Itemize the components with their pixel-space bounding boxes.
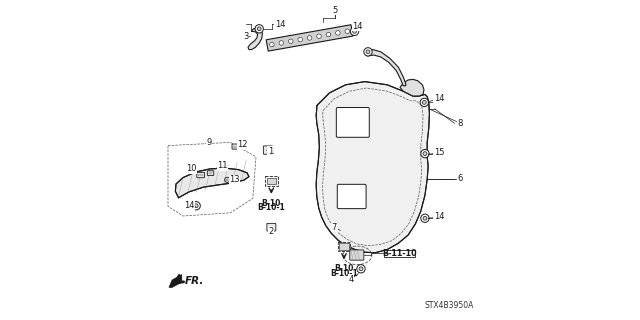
Text: 11: 11	[217, 161, 228, 170]
Text: B-11-10: B-11-10	[382, 249, 417, 258]
Polygon shape	[316, 82, 429, 253]
Circle shape	[192, 202, 200, 210]
Polygon shape	[248, 28, 262, 50]
Bar	[384, 250, 415, 257]
Text: 9: 9	[206, 138, 212, 147]
FancyBboxPatch shape	[349, 250, 364, 260]
Circle shape	[366, 50, 370, 54]
Circle shape	[364, 48, 372, 56]
Text: 15: 15	[434, 148, 444, 157]
Circle shape	[307, 36, 312, 40]
FancyBboxPatch shape	[232, 144, 239, 149]
Text: 4: 4	[349, 275, 354, 284]
Circle shape	[257, 27, 261, 31]
FancyBboxPatch shape	[267, 223, 276, 231]
Text: 14: 14	[434, 212, 444, 221]
Circle shape	[353, 29, 356, 33]
Circle shape	[423, 216, 427, 220]
Polygon shape	[266, 25, 353, 51]
Text: 14: 14	[184, 201, 195, 210]
Text: STX4B3950A: STX4B3950A	[424, 301, 474, 310]
Text: B-10: B-10	[262, 199, 281, 208]
Text: 7: 7	[332, 223, 337, 232]
Circle shape	[289, 39, 293, 44]
Polygon shape	[175, 168, 249, 198]
Polygon shape	[400, 79, 424, 96]
Circle shape	[195, 204, 198, 208]
Text: 10: 10	[186, 164, 196, 173]
Circle shape	[225, 177, 230, 182]
Circle shape	[269, 42, 274, 47]
Text: B-10: B-10	[334, 264, 354, 273]
Circle shape	[421, 214, 429, 222]
Text: FR.: FR.	[185, 276, 204, 286]
Circle shape	[255, 25, 264, 33]
FancyBboxPatch shape	[197, 172, 205, 178]
Circle shape	[279, 41, 284, 45]
Circle shape	[421, 149, 429, 158]
Text: 6: 6	[458, 174, 463, 183]
FancyBboxPatch shape	[207, 171, 214, 176]
Bar	[265, 176, 278, 186]
Text: 12: 12	[237, 140, 248, 149]
Circle shape	[298, 37, 303, 42]
Text: 2: 2	[268, 227, 274, 236]
Text: 14: 14	[353, 22, 363, 31]
Circle shape	[420, 98, 429, 107]
Circle shape	[317, 34, 321, 38]
Text: B-10-1: B-10-1	[330, 269, 358, 278]
FancyBboxPatch shape	[337, 184, 366, 209]
Text: 8: 8	[458, 119, 463, 128]
Text: 3: 3	[243, 32, 248, 41]
Circle shape	[335, 31, 340, 35]
Text: 14: 14	[434, 94, 444, 103]
Text: 14: 14	[275, 20, 285, 29]
Text: 5: 5	[333, 6, 338, 15]
Circle shape	[345, 29, 349, 34]
FancyBboxPatch shape	[337, 108, 369, 137]
Circle shape	[326, 32, 331, 37]
Bar	[267, 178, 276, 184]
Circle shape	[351, 27, 359, 36]
Polygon shape	[169, 275, 182, 287]
Polygon shape	[365, 50, 406, 86]
Bar	[338, 242, 351, 251]
Circle shape	[423, 152, 427, 156]
Circle shape	[357, 265, 365, 273]
FancyBboxPatch shape	[264, 146, 273, 154]
Circle shape	[422, 100, 426, 104]
Text: 1: 1	[268, 147, 273, 156]
Text: B-10-1: B-10-1	[257, 204, 285, 212]
Text: 13: 13	[229, 175, 239, 184]
Bar	[339, 243, 349, 250]
Circle shape	[359, 267, 363, 271]
